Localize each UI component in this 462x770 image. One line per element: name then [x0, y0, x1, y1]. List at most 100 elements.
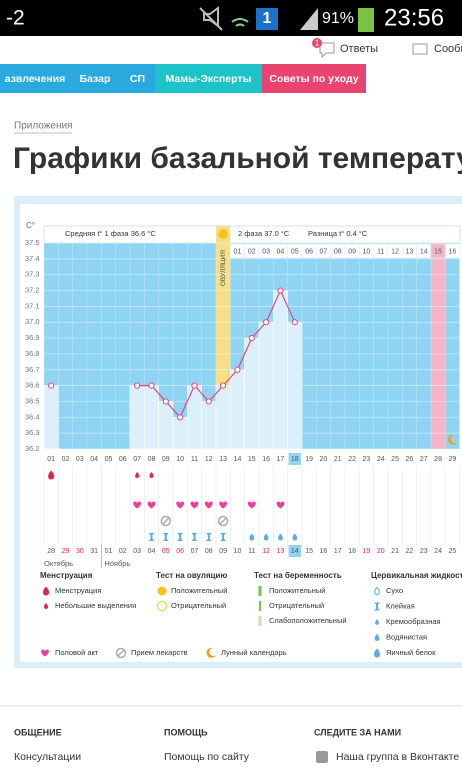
intercourse-icon: [190, 501, 199, 509]
phase2-day-label: 16: [449, 248, 457, 255]
nav-tab-label[interactable]: Мамы-Эксперты: [166, 73, 252, 85]
footer-heading: ПОМОЩЬ: [164, 727, 208, 737]
nav-tab[interactable]: [262, 64, 366, 93]
y-tick-label: 36.3: [25, 428, 40, 437]
y-tick-label: 37.1: [25, 301, 40, 310]
cycle-day-label: 12: [205, 456, 213, 463]
y-tick-label: 37.0: [25, 317, 40, 326]
messages-link[interactable]: Сообщ: [434, 43, 462, 55]
nav-tab-label[interactable]: азвлечения: [5, 73, 65, 85]
cycle-day-label: 01: [47, 456, 55, 463]
phase2-day-label: 07: [320, 248, 328, 255]
ovulation-dot: [218, 229, 229, 239]
sticky-icon: [177, 533, 184, 541]
sticky-icon: [374, 602, 380, 611]
watery-icon: [263, 533, 269, 541]
legend-heading: Менструация: [40, 571, 93, 580]
temperature-point: [48, 382, 55, 389]
y-tick-label: 36.6: [25, 381, 40, 390]
intercourse-icon: [204, 501, 213, 509]
date-label: 16: [320, 548, 328, 555]
cycle-day-label: 29: [449, 456, 457, 463]
footer-link[interactable]: Помощь по сайту: [164, 751, 250, 763]
menstruation-icon: [42, 586, 50, 596]
breadcrumb[interactable]: Приложения: [14, 121, 73, 132]
rows-background: [44, 452, 460, 546]
answers-link[interactable]: Ответы: [340, 43, 378, 55]
nav-tab-label[interactable]: Советы по уходу: [269, 73, 358, 85]
legend-heading: Тест на беременность: [254, 571, 342, 580]
y-unit: C°: [26, 221, 35, 230]
phase2-day-label: 02: [248, 248, 256, 255]
messages-icon: [412, 43, 428, 55]
menstruation-icon: [48, 470, 55, 480]
pill-stripe: [219, 517, 227, 525]
temperature-column: [172, 417, 188, 450]
answers-badge: [312, 38, 322, 48]
date-label: 09: [219, 548, 227, 555]
intercourse-icon: [41, 649, 49, 657]
nav-tab-label[interactable]: СП: [130, 73, 145, 85]
nav-tab[interactable]: [120, 64, 155, 93]
cycle-day-label: 09: [162, 456, 170, 463]
cycle-day-label: 26: [406, 456, 414, 463]
y-tick-label: 36.4: [25, 412, 40, 421]
date-label: 02: [119, 548, 127, 555]
sticky-icon: [220, 533, 227, 541]
phase2-day-label: 10: [363, 248, 371, 255]
temperature-column: [158, 401, 174, 450]
y-tick-label: 37.3: [25, 270, 40, 279]
cycle-day-label: 24: [377, 456, 385, 463]
nav-tab[interactable]: [70, 64, 120, 93]
legend-item: Небольшие выделения: [55, 601, 136, 610]
negative-test-icon: [157, 601, 167, 611]
sticky-icon: [205, 533, 212, 541]
dry-icon: [374, 586, 380, 596]
legend-item: Лунный календарь: [221, 648, 287, 657]
footer-link[interactable]: Консультации: [14, 751, 81, 763]
cycle-day-label: 27: [420, 456, 428, 463]
date-label: 06: [176, 548, 184, 555]
temperature-column: [201, 401, 217, 450]
cycle-day-label: 04: [90, 456, 98, 463]
temperature-point: [291, 319, 298, 326]
temperature-column: [215, 385, 231, 450]
nav-tab[interactable]: [155, 64, 262, 93]
nav-tab-label[interactable]: Базар: [80, 73, 111, 85]
phase2-day-label: 15: [434, 248, 442, 255]
cycle-day-label: 05: [105, 456, 113, 463]
difference-label: Разница t° 0.4 °C: [308, 229, 368, 238]
cycle-day-label: 16: [262, 456, 270, 463]
nav-tab[interactable]: [0, 64, 70, 93]
date-label: 10: [234, 548, 242, 555]
legend-item: Слабоположительный: [269, 616, 347, 625]
pill-stripe: [162, 517, 170, 525]
phase2-day-label: 12: [391, 248, 399, 255]
cycle-day-label: 08: [148, 456, 156, 463]
legend-heading: Цервикальная жидкость: [371, 571, 462, 580]
answers-badge-count: 1: [315, 39, 320, 48]
sticky-icon: [191, 533, 198, 541]
y-tick-label: 37.4: [25, 254, 40, 263]
temperature-column: [129, 385, 145, 450]
footer-link[interactable]: Наша группа в Вконтакте: [336, 751, 459, 763]
date-label: 12: [262, 548, 270, 555]
header-bar: [0, 36, 462, 63]
moon-icon: [447, 434, 458, 445]
legend-item: Отрицательный: [171, 601, 226, 610]
y-tick-label: 36.9: [25, 333, 40, 342]
cycle-day-label: 25: [391, 456, 399, 463]
date-label: 30: [76, 548, 84, 555]
sticky-icon: [148, 533, 155, 541]
cycle-day-label: 10: [176, 456, 184, 463]
spotting-icon: [149, 472, 154, 478]
cycle-day-label: 20: [320, 456, 328, 463]
clock: 23:56: [384, 4, 444, 31]
watery-icon: [292, 533, 298, 541]
legend-item: Яичный белок: [386, 648, 436, 657]
phase2-day-label: 04: [277, 248, 285, 255]
status-bar: [0, 0, 462, 36]
phase2-day-cell: [444, 243, 460, 259]
temperature-point: [162, 398, 169, 405]
